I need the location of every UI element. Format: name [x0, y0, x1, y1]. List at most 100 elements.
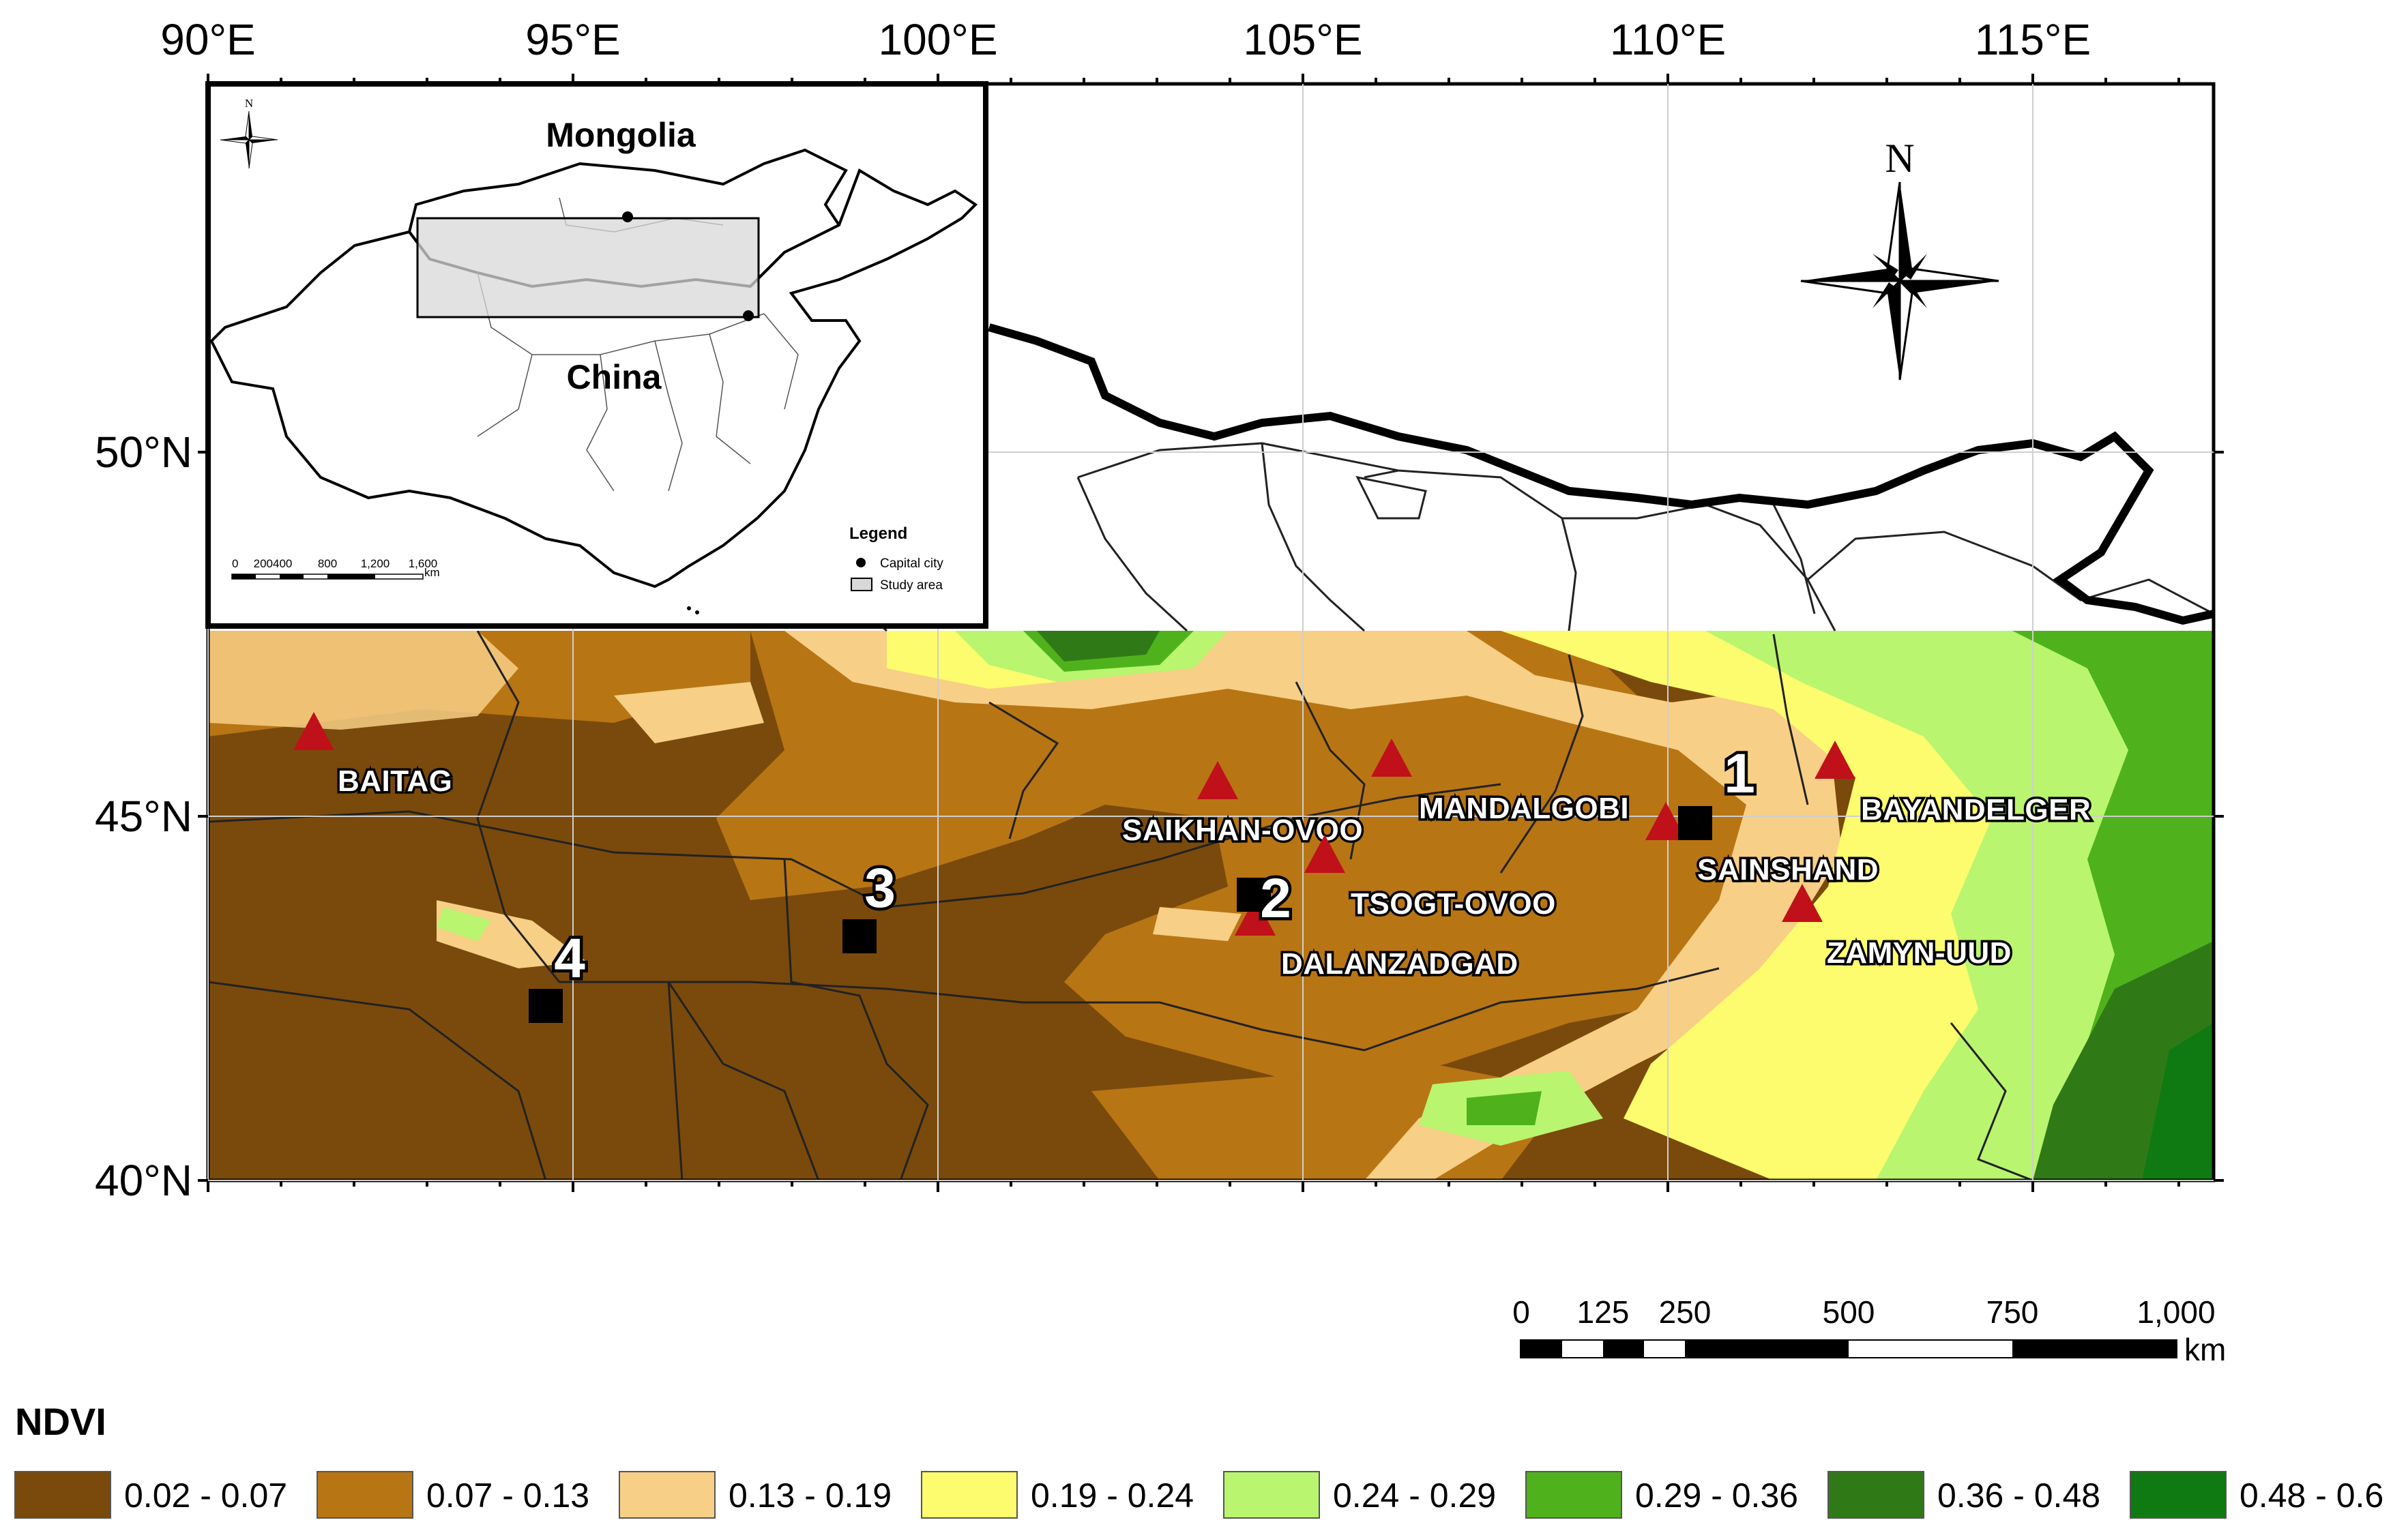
- legend-swatch: [921, 1471, 1018, 1519]
- inset-scalebar: 0 200400 800 1,200 1,600 km: [231, 557, 440, 580]
- legend-swatch: [1223, 1471, 1320, 1519]
- inset-map: N Mongolia China 0 200400 800 1,200 1,600: [205, 81, 988, 629]
- lon-label: 110°E: [1610, 15, 1726, 64]
- svg-text:km: km: [2184, 1332, 2226, 1367]
- site-triangle-marker: [1304, 835, 1345, 873]
- scalebar-segment: [1603, 1341, 1644, 1357]
- legend-label: 0.29 - 0.36: [1635, 1476, 1798, 1515]
- legend-item: 0.36 - 0.48: [1827, 1471, 2100, 1519]
- legend-item: 0.48 - 0.6: [2130, 1471, 2383, 1519]
- study-point-marker: [1237, 878, 1271, 912]
- inset-scale-label: 1,200: [361, 557, 390, 570]
- legend-label: 0.07 - 0.13: [426, 1476, 589, 1515]
- admin-boundaries: [818, 442, 2214, 632]
- site-dalanzadgad: DALANZADGAD: [1235, 897, 1521, 983]
- site-label: TSOGT-OVOO: [1351, 887, 1556, 921]
- site-label: BAYANDELGER: [1861, 793, 2091, 827]
- site-markers: BAITAGSAIKHAN-OVOOMANDALGOBITSOGT-OVOODA…: [293, 712, 2093, 983]
- scalebar-segment: [1521, 1341, 1562, 1357]
- legend-label: 0.02 - 0.07: [124, 1476, 287, 1515]
- site-label: DALANZADGAD: [1281, 947, 1518, 981]
- ndvi-raster: [208, 631, 2214, 1180]
- inset-china-outline: [209, 168, 978, 589]
- svg-text:Mongolia: Mongolia: [546, 116, 696, 154]
- lon-label: 90°E: [160, 15, 255, 64]
- svg-text:Capital city: Capital city: [880, 556, 943, 571]
- svg-text:Legend: Legend: [849, 524, 907, 543]
- scalebar-segment: [2012, 1341, 2176, 1357]
- study-point-4: 4: [529, 925, 589, 1023]
- inset-scale-label: 1,600: [409, 557, 438, 570]
- legend-item: 0.24 - 0.29: [1223, 1471, 1496, 1519]
- scale-label: 0: [1512, 1294, 1530, 1330]
- study-point-marker: [842, 919, 877, 953]
- legend-swatch: [1525, 1471, 1622, 1519]
- legend-label: 0.19 - 0.24: [1031, 1476, 1194, 1515]
- svg-text:km: km: [424, 566, 440, 579]
- legend-item: 0.07 - 0.13: [317, 1471, 589, 1519]
- ndvi-legend: NDVI 0.02 - 0.07 0.07 - 0.13 0.13 - 0.19 0.…: [14, 1400, 2383, 1519]
- lon-label: 100°E: [878, 15, 997, 64]
- lat-label: 40°N: [95, 1156, 192, 1205]
- site-label: ZAMYN-UUD: [1827, 936, 2012, 970]
- inset-north-arrow: N: [220, 97, 278, 169]
- site-label: BAITAG: [338, 764, 452, 798]
- longitude-axis: 90°E 95°E 100°E 105°E 110°E 115°E: [160, 15, 2180, 1192]
- site-triangle-marker: [1645, 802, 1686, 840]
- svg-text:China: China: [567, 358, 662, 396]
- study-point-label: 3: [864, 857, 896, 919]
- site-triangle-marker: [1782, 884, 1823, 922]
- legend-label: 0.36 - 0.48: [1937, 1476, 2100, 1515]
- site-sainshand: SAINSHAND: [1645, 802, 1881, 889]
- lat-label: 50°N: [95, 428, 192, 477]
- inset-scale-label: 0: [232, 557, 238, 570]
- svg-text:Study area: Study area: [880, 578, 943, 593]
- legend-item: 0.29 - 0.36: [1525, 1471, 1798, 1519]
- site-triangle-marker: [1371, 739, 1412, 777]
- legend-item: 0.19 - 0.24: [921, 1471, 1194, 1519]
- scale-label: 250: [1659, 1294, 1712, 1330]
- lon-label: 115°E: [1975, 15, 2091, 64]
- legend-label: 0.13 - 0.19: [729, 1476, 892, 1515]
- international-border: [988, 323, 2215, 625]
- site-tsogt-ovoo: TSOGT-OVOO: [1304, 835, 1558, 923]
- site-triangle-marker: [1197, 761, 1238, 799]
- scalebar-segment: [1562, 1341, 1603, 1357]
- scalebar: 0 125 250 500 750 1,000 km: [1512, 1294, 2226, 1367]
- north-arrow: N: [1800, 136, 1999, 381]
- site-triangle-marker: [1235, 897, 1276, 936]
- site-mandalgobi: MANDALGOBI: [1371, 739, 1631, 828]
- svg-text:NDVI: NDVI: [15, 1400, 106, 1443]
- site-baitag: BAITAG: [293, 712, 454, 801]
- scale-label: 750: [1986, 1294, 2039, 1330]
- north-arrow-label: N: [1885, 136, 1914, 181]
- lat-label: 45°N: [95, 792, 192, 841]
- legend-swatch: [619, 1471, 716, 1519]
- scalebar-segment: [1644, 1341, 1685, 1357]
- legend-label: 0.48 - 0.6: [2240, 1476, 2383, 1515]
- legend-swatch: [317, 1471, 413, 1519]
- site-zamyn-uud: ZAMYN-UUD: [1782, 884, 2014, 972]
- study-point-marker: [529, 989, 563, 1023]
- legend-label: 0.24 - 0.29: [1333, 1476, 1496, 1515]
- study-points: 1 2 3 4: [529, 740, 1758, 1023]
- legend-item: 0.02 - 0.07: [14, 1471, 287, 1519]
- scale-label: 125: [1577, 1294, 1630, 1330]
- study-point-3: 3: [842, 854, 898, 953]
- legend-swatch: [14, 1471, 111, 1519]
- inset-scale-label: 800: [318, 557, 337, 570]
- legend-swatch: [2130, 1471, 2227, 1519]
- legend-swatch: [1827, 1471, 1924, 1519]
- study-point-2: 2: [1237, 865, 1294, 933]
- lon-label: 95°E: [525, 15, 620, 64]
- site-label: MANDALGOBI: [1419, 792, 1629, 825]
- latitude-axis: 50°N 45°N 40°N: [95, 428, 2224, 1205]
- study-point-label: 2: [1260, 867, 1291, 929]
- site-bayandelger: BAYANDELGER: [1815, 741, 2093, 829]
- site-label: SAINSHAND: [1697, 853, 1879, 887]
- scale-label: 1,000: [2137, 1294, 2215, 1330]
- scale-label: 500: [1823, 1294, 1875, 1330]
- scalebar-segment: [1685, 1341, 1849, 1357]
- lon-label: 105°E: [1243, 15, 1362, 64]
